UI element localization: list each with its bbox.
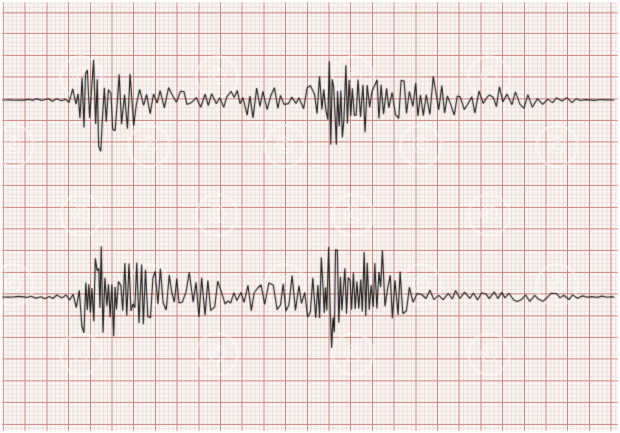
seismograph-image: ©©©©©©©©©©©©©©©©©©©©©© <box>0 0 620 433</box>
seismogram-traces-canvas <box>0 0 620 433</box>
